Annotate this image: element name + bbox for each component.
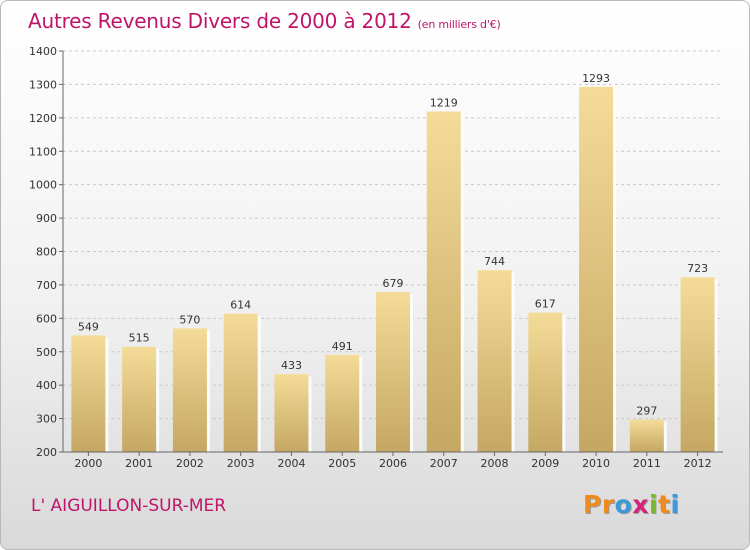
x-tick-label: 2007 (430, 457, 458, 470)
bar-value-label: 614 (230, 299, 251, 312)
bar-value-label: 515 (129, 332, 150, 345)
bar (579, 86, 614, 453)
proxiti-logo: Proxiti (583, 490, 680, 519)
bar (274, 374, 309, 452)
bar-value-label: 491 (332, 340, 353, 353)
bar-value-label: 679 (383, 277, 404, 290)
x-tick-label: 2006 (379, 457, 407, 470)
y-tick-label: 1200 (29, 112, 57, 125)
bar-value-label: 570 (179, 313, 200, 326)
y-tick-label: 700 (36, 279, 57, 292)
bar-value-label: 744 (484, 255, 505, 268)
y-tick-label: 300 (36, 413, 57, 426)
bar (325, 354, 360, 452)
y-tick-label: 600 (36, 312, 57, 325)
location-name: L' AIGUILLON-SUR-MER (31, 496, 227, 516)
bars: 549 515 570 614 433 491 679 1219 744 617 1293 297 72… (71, 72, 718, 453)
x-tick-label: 2010 (582, 457, 610, 470)
bar (223, 313, 258, 452)
y-tick-label: 800 (36, 246, 57, 259)
x-tick-label: 2000 (74, 457, 102, 470)
bar (376, 291, 410, 452)
y-tick-label: 400 (36, 379, 57, 392)
bar (629, 419, 664, 452)
bar (426, 111, 461, 453)
axes: 200 300 400 500 600 700 800 900 1000 1100 1200 1300… (29, 45, 723, 470)
bar-value-label: 297 (636, 405, 657, 418)
y-tick-label: 900 (36, 212, 57, 225)
y-tick-label: 1100 (29, 145, 57, 158)
y-tick-label: 200 (36, 446, 57, 459)
x-tick-label: 2005 (328, 457, 356, 470)
y-tick-label: 1400 (29, 45, 57, 58)
chart-unit: (en milliers d'€) (417, 18, 501, 31)
x-tick-label: 2004 (277, 457, 305, 470)
bar (680, 277, 715, 452)
bar (477, 270, 512, 452)
y-tick-label: 500 (36, 346, 57, 359)
bar (71, 335, 106, 452)
bar-value-label: 617 (535, 298, 556, 311)
logo-letter: o (614, 490, 633, 519)
bar (122, 346, 157, 452)
x-tick-label: 2003 (227, 457, 255, 470)
bar (528, 312, 563, 452)
logo-letter: x (632, 490, 649, 519)
y-tick-label: 1000 (29, 179, 57, 192)
x-tick-label: 2011 (633, 457, 661, 470)
x-tick-label: 2002 (176, 457, 204, 470)
chart-title: Autres Revenus Divers de 2000 à 2012 (en … (28, 9, 501, 33)
x-tick-label: 2001 (125, 457, 153, 470)
bar-value-label: 433 (281, 359, 302, 372)
logo-letter: i (649, 490, 659, 519)
logo-letter: r (601, 490, 615, 519)
y-tick-label: 1300 (29, 78, 57, 91)
logo-letter: t (658, 490, 671, 519)
logo-letter: P (583, 490, 602, 519)
bar-value-label: 1293 (582, 72, 610, 85)
x-tick-label: 2009 (531, 457, 559, 470)
bar (172, 328, 207, 452)
bar-value-label: 1219 (430, 96, 458, 109)
x-tick-label: 2008 (481, 457, 509, 470)
x-tick-label: 2012 (684, 457, 712, 470)
chart-title-text: Autres Revenus Divers de 2000 à 2012 (28, 9, 412, 33)
bar-value-label: 723 (687, 262, 708, 275)
bar-value-label: 549 (78, 320, 99, 333)
logo-letter: i (670, 490, 680, 519)
